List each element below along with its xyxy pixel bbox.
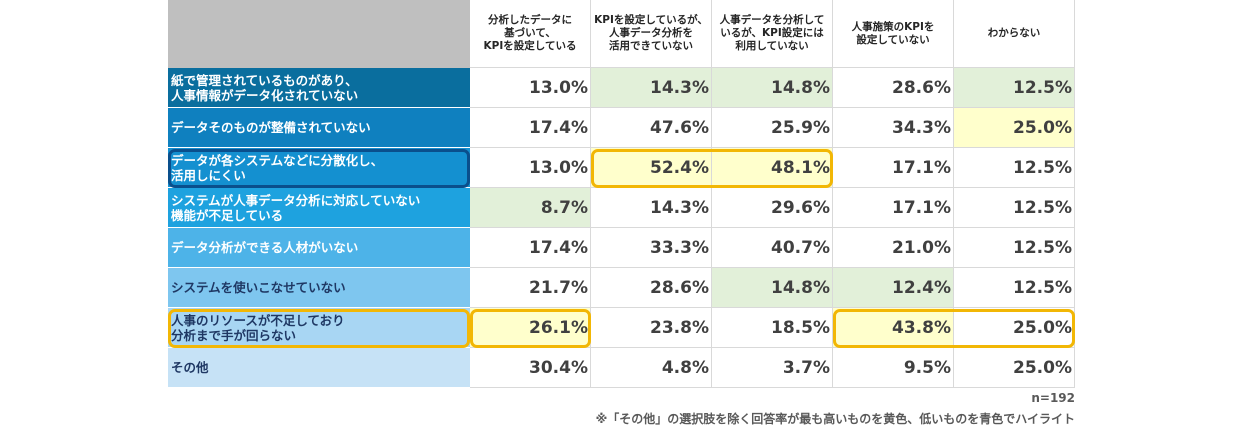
table-cell: 21.7%: [470, 268, 591, 308]
table-cell: 8.7%: [470, 188, 591, 228]
table-cell: 17.1%: [833, 148, 954, 188]
table-cell: 28.6%: [591, 268, 712, 308]
table-cell: 14.3%: [591, 68, 712, 108]
column-header-2: KPIを設定しているが、 人事データ分析を 活用できていない: [591, 0, 712, 68]
table-cell: 12.5%: [954, 228, 1075, 268]
table-cell: 21.0%: [833, 228, 954, 268]
column-header-3: 人事データを分析して いるが、KPI設定には 利用していない: [712, 0, 833, 68]
table-cell: 3.7%: [712, 348, 833, 388]
column-header-1: 分析したデータに 基づいて、 KPIを設定している: [470, 0, 591, 68]
table-cell: 12.5%: [954, 188, 1075, 228]
table-cell: 12.5%: [954, 148, 1075, 188]
row-label-4: システムが人事データ分析に対応していない 機能が不足している: [168, 188, 470, 228]
row-label-1: 紙で管理されているものがあり、 人事情報がデータ化されていない: [168, 68, 470, 108]
table-cell: 14.8%: [712, 268, 833, 308]
column-header-5: わからない: [954, 0, 1075, 68]
table-cell: 26.1%: [470, 308, 591, 348]
row-label-2: データそのものが整備されていない: [168, 108, 470, 148]
table-cell: 12.4%: [833, 268, 954, 308]
table-cell: 13.0%: [470, 148, 591, 188]
row-label-5: データ分析ができる人材がいない: [168, 228, 470, 268]
table-cell: 28.6%: [833, 68, 954, 108]
table-cell: 12.5%: [954, 68, 1075, 108]
column-header-4: 人事施策のKPIを 設定していない: [833, 0, 954, 68]
table-cell: 29.6%: [712, 188, 833, 228]
survey-table: 分析したデータに 基づいて、 KPIを設定している KPIを設定しているが、 人事…: [168, 0, 1076, 388]
table-cell: 48.1%: [712, 148, 833, 188]
highlight-box: [591, 149, 833, 188]
table-cell: 9.5%: [833, 348, 954, 388]
table-cell: 43.8%: [833, 308, 954, 348]
highlight-box: [168, 309, 470, 348]
table-cell: 25.0%: [954, 348, 1075, 388]
table-cell: 4.8%: [591, 348, 712, 388]
table-cell: 30.4%: [470, 348, 591, 388]
row-label-6: システムを使いこなせていない: [168, 268, 470, 308]
highlight-box: [168, 149, 470, 188]
table-cell: 25.0%: [954, 108, 1075, 148]
table-cell: 23.8%: [591, 308, 712, 348]
highlight-footnote: ※「その他」の選択肢を除く回答率が最も高いものを黄色、低いものを青色でハイライト: [595, 412, 1075, 426]
table-cell: 40.7%: [712, 228, 833, 268]
table-cell: 14.3%: [591, 188, 712, 228]
row-label-3: データが各システムなどに分散化し、 活用しにくい: [168, 148, 470, 188]
table-cell: 17.4%: [470, 108, 591, 148]
highlight-box: [470, 309, 591, 348]
row-label-8: その他: [168, 348, 470, 388]
table-cell: 17.4%: [470, 228, 591, 268]
table-cell: 25.9%: [712, 108, 833, 148]
table-cell: 34.3%: [833, 108, 954, 148]
table-cell: 18.5%: [712, 308, 833, 348]
highlight-box: [833, 309, 1075, 348]
table-cell: 13.0%: [470, 68, 591, 108]
table-cell: 47.6%: [591, 108, 712, 148]
table-corner: [168, 0, 470, 68]
table-cell: 12.5%: [954, 268, 1075, 308]
sample-size-note: n=192: [1031, 391, 1075, 405]
row-label-7: 人事のリソースが不足しており 分析まで手が回らない: [168, 308, 470, 348]
table-cell: 17.1%: [833, 188, 954, 228]
table-cell: 33.3%: [591, 228, 712, 268]
table-cell: 14.8%: [712, 68, 833, 108]
